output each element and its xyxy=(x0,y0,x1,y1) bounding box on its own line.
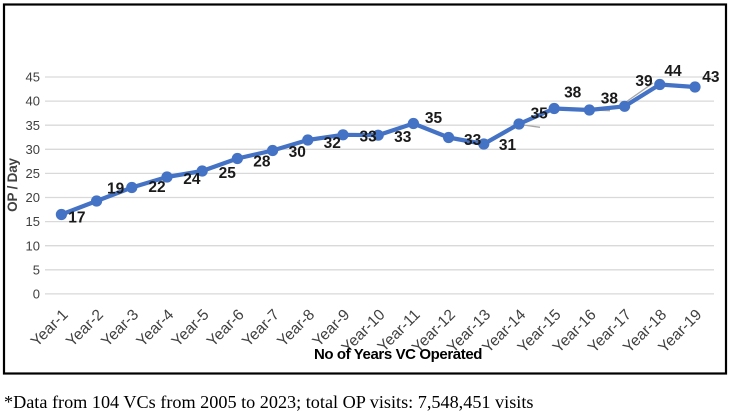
svg-text:20: 20 xyxy=(26,190,40,205)
svg-text:44: 44 xyxy=(664,63,682,80)
svg-text:25: 25 xyxy=(219,165,237,182)
svg-text:35: 35 xyxy=(425,110,443,127)
svg-text:32: 32 xyxy=(324,135,341,152)
svg-text:0: 0 xyxy=(33,287,40,302)
svg-text:38: 38 xyxy=(601,91,619,108)
svg-text:24: 24 xyxy=(183,171,201,188)
svg-text:17: 17 xyxy=(68,210,85,227)
svg-text:35: 35 xyxy=(531,106,549,123)
svg-text:35: 35 xyxy=(26,118,40,133)
svg-text:45: 45 xyxy=(26,70,40,85)
svg-text:22: 22 xyxy=(148,179,165,196)
svg-text:25: 25 xyxy=(26,166,40,181)
svg-text:OP / Day: OP / Day xyxy=(5,157,20,211)
svg-text:33: 33 xyxy=(359,128,377,145)
svg-text:28: 28 xyxy=(253,154,271,171)
svg-text:33: 33 xyxy=(464,132,482,149)
svg-text:43: 43 xyxy=(702,69,720,86)
svg-text:15: 15 xyxy=(26,214,40,229)
svg-text:38: 38 xyxy=(564,85,582,102)
svg-text:No of Years VC Operated: No of Years VC Operated xyxy=(314,346,482,363)
svg-text:30: 30 xyxy=(289,144,306,161)
svg-text:19: 19 xyxy=(107,181,125,198)
svg-text:30: 30 xyxy=(26,142,40,157)
svg-text:33: 33 xyxy=(394,129,412,146)
svg-text:31: 31 xyxy=(499,137,517,154)
svg-text:5: 5 xyxy=(33,262,40,277)
svg-text:39: 39 xyxy=(635,73,653,90)
svg-text:40: 40 xyxy=(26,94,40,109)
svg-text:10: 10 xyxy=(26,238,40,253)
